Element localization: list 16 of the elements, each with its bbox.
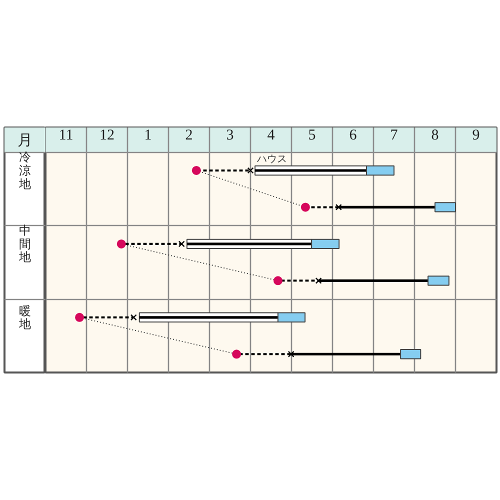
x-tick-label: 6 [349, 128, 358, 144]
x-tick-label: 3 [226, 128, 234, 144]
y-tick-label: 暖地 [18, 304, 31, 332]
x-tick-label: 4 [267, 128, 276, 144]
y-tick-label: 中間地 [18, 224, 31, 264]
x-tick-label: 5 [308, 128, 316, 144]
x-tick-label: 1 [144, 128, 152, 144]
x2-tick-label: 12 [100, 128, 114, 144]
x-axis-title: 月 [18, 130, 32, 149]
series-label: ハウス [256, 154, 288, 165]
y-tick-label: 冷涼地 [18, 150, 31, 191]
x-tick-label: 7 [390, 128, 398, 144]
x-tick-label: 2 [185, 128, 193, 144]
x2-tick-label: 11 [58, 128, 74, 144]
x-tick-label: 8 [431, 128, 439, 144]
x-tick-label: 9 [472, 128, 480, 144]
